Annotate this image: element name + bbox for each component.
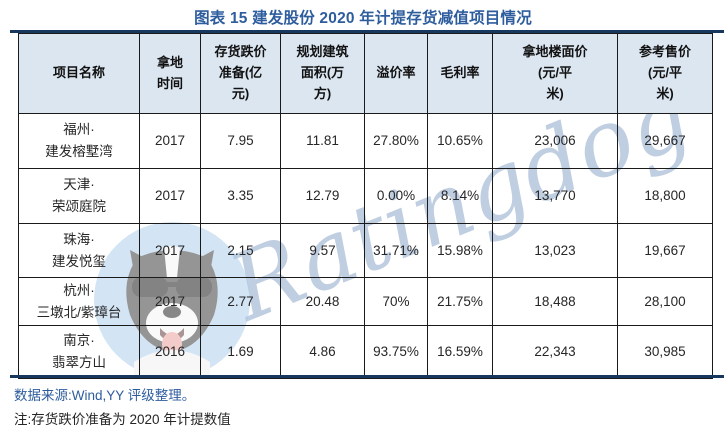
cell-ref-price: 29,667	[617, 113, 713, 169]
cell-premium-rate: 0.00%	[364, 168, 428, 224]
cell-ref-price: 28,100	[617, 277, 713, 326]
col-header-land-year: 拿地 时间	[139, 33, 201, 114]
cell-land-year: 2017	[139, 113, 201, 169]
cell-gross-margin: 8.14%	[427, 168, 493, 224]
table-row: 福州· 建发榕墅湾 2017 7.95 11.81 27.80% 10.65% …	[18, 113, 713, 169]
figure-title: 图表 15 建发股份 2020 年计提存货减值项目情况	[194, 10, 532, 27]
table-header-row: 项目名称 拿地 时间 存货跌价 准备(亿 元) 规划建筑 面积(万 方) 溢价率…	[18, 33, 713, 114]
cell-provision: 7.95	[200, 113, 281, 169]
col-header-project-name: 项目名称	[18, 33, 140, 114]
cell-provision: 3.35	[200, 168, 281, 224]
cell-planned-area: 20.48	[280, 277, 365, 326]
cell-ref-price: 30,985	[617, 325, 713, 379]
cell-gross-margin: 15.98%	[427, 223, 493, 278]
cell-ref-price: 19,667	[617, 223, 713, 278]
cell-land-year: 2016	[139, 325, 201, 379]
col-header-gross-margin: 毛利率	[427, 33, 493, 114]
cell-project-name: 天津· 荣颂庭院	[18, 168, 140, 224]
cell-planned-area: 11.81	[280, 113, 365, 169]
table-row: 珠海· 建发悦玺 2017 2.15 9.57 31.71% 15.98% 13…	[18, 223, 713, 278]
cell-premium-rate: 93.75%	[364, 325, 428, 379]
bottom-rule	[10, 375, 724, 378]
cell-gross-margin: 10.65%	[427, 113, 493, 169]
cell-land-year: 2017	[139, 277, 201, 326]
cell-gross-margin: 16.59%	[427, 325, 493, 379]
cell-floor-price: 18,488	[492, 277, 618, 326]
footnote: 注:存货跌价准备为 2020 年计提数值	[14, 412, 231, 427]
col-header-floor-price: 拿地楼面价 (元/平 米)	[492, 33, 618, 114]
cell-planned-area: 4.86	[280, 325, 365, 379]
col-header-provision: 存货跌价 准备(亿 元)	[200, 33, 281, 114]
cell-provision: 2.77	[200, 277, 281, 326]
cell-project-name: 珠海· 建发悦玺	[18, 223, 140, 278]
table-row: 杭州· 三墩北/紫璋台 2017 2.77 20.48 70% 21.75% 1…	[18, 277, 713, 326]
cell-planned-area: 9.57	[280, 223, 365, 278]
cell-floor-price: 13,023	[492, 223, 618, 278]
impairment-projects-table: 项目名称 拿地 时间 存货跌价 准备(亿 元) 规划建筑 面积(万 方) 溢价率…	[18, 33, 713, 379]
data-source-note: 数据来源:Wind,YY 评级整理。	[14, 388, 196, 403]
cell-project-name: 福州· 建发榕墅湾	[18, 113, 140, 169]
col-header-premium-rate: 溢价率	[364, 33, 428, 114]
cell-planned-area: 12.79	[280, 168, 365, 224]
cell-floor-price: 22,343	[492, 325, 618, 379]
table-row: 南京· 翡翠方山 2016 1.69 4.86 93.75% 16.59% 22…	[18, 325, 713, 379]
cell-floor-price: 23,006	[492, 113, 618, 169]
cell-premium-rate: 27.80%	[364, 113, 428, 169]
cell-provision: 2.15	[200, 223, 281, 278]
cell-land-year: 2017	[139, 223, 201, 278]
cell-gross-margin: 21.75%	[427, 277, 493, 326]
cell-premium-rate: 31.71%	[364, 223, 428, 278]
top-rule	[10, 30, 724, 33]
cell-premium-rate: 70%	[364, 277, 428, 326]
col-header-planned-area: 规划建筑 面积(万 方)	[280, 33, 365, 114]
cell-land-year: 2017	[139, 168, 201, 224]
table-row: 天津· 荣颂庭院 2017 3.35 12.79 0.00% 8.14% 13,…	[18, 168, 713, 224]
cell-ref-price: 18,800	[617, 168, 713, 224]
cell-floor-price: 13,770	[492, 168, 618, 224]
col-header-ref-price: 参考售价 (元/平 米)	[617, 33, 713, 114]
cell-project-name: 南京· 翡翠方山	[18, 325, 140, 379]
cell-project-name: 杭州· 三墩北/紫璋台	[18, 277, 140, 326]
cell-provision: 1.69	[200, 325, 281, 379]
